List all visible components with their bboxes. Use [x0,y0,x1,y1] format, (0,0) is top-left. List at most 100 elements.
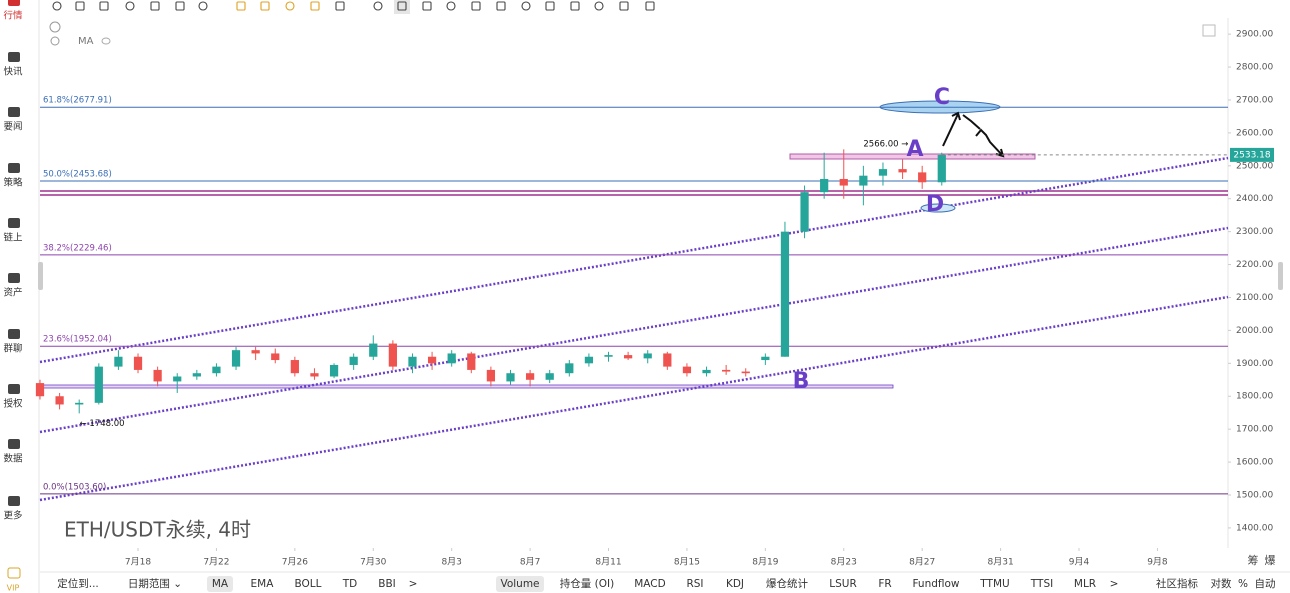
resistance-box [789,153,1036,160]
fib-label: 61.8%(2677.91) [43,96,112,106]
sidebar-label[interactable]: 更多 [3,510,22,522]
toolbar-item[interactable]: Volume [500,578,539,590]
sidebar-icon[interactable] [8,107,20,117]
axis-corner[interactable]: 筹 [1248,553,1259,567]
candle-body [173,376,182,382]
toolbar-item[interactable]: 对数 [1211,577,1233,590]
tool-icon[interactable] [335,1,345,11]
candle-body [369,343,378,357]
collapse-icon[interactable] [49,21,61,33]
sidebar-icon[interactable] [8,329,20,339]
sidebar-label[interactable]: 群聊 [3,343,22,355]
tool-icon[interactable] [52,1,62,11]
sidebar-icon[interactable] [8,52,20,62]
sidebar-label[interactable]: 链上 [3,232,23,244]
toolbar-item[interactable]: KDJ [726,578,744,590]
tool-icon[interactable] [260,1,270,11]
toolbar-item[interactable]: TD [342,578,358,590]
toolbar-item[interactable]: 社区指标 [1156,577,1198,590]
toolbar-item[interactable]: LSUR [829,578,857,590]
target-ellipse [920,203,956,213]
toolbar-item[interactable]: TTSI [1030,578,1053,590]
toolbar-item[interactable]: BOLL [295,578,322,590]
sidebar-label[interactable]: 行情 [3,10,23,22]
tool-icon[interactable] [619,1,629,11]
toolbar-item[interactable]: MACD [634,578,665,590]
toolbar-item[interactable]: % [1238,578,1248,590]
tool-icon[interactable] [446,1,456,11]
toolbar-item[interactable]: 定位到... [57,577,99,590]
channel-line [39,156,1229,364]
tool-icon[interactable] [496,1,506,11]
annotation-letter: A [906,137,923,162]
toolbar-item[interactable]: MLR [1074,578,1096,590]
toolbar-item[interactable]: Fundflow [912,578,959,590]
tool-icon[interactable] [99,1,109,11]
candle-body [702,369,711,374]
tool-icon[interactable] [397,1,407,11]
tool-icon[interactable] [125,1,135,11]
sidebar-label[interactable]: VIP [7,584,20,593]
collapse-handle[interactable] [38,262,43,290]
tool-icon[interactable] [422,1,432,11]
tool-icon[interactable] [285,1,295,11]
candle-body [761,356,770,361]
sidebar-icon[interactable] [8,496,20,506]
sidebar-icon[interactable] [8,163,20,173]
sidebar-label[interactable]: 策略 [3,177,23,189]
fullscreen-icon[interactable] [1202,24,1216,37]
toolbar-item[interactable]: RSI [686,578,703,590]
sidebar-label[interactable]: 资产 [3,287,22,299]
candle-body [251,350,260,354]
x-tick-label: 7月18 [125,557,151,568]
tool-icon[interactable] [570,1,580,11]
toolbar-item[interactable]: FR [878,578,891,590]
candle-body [467,353,476,370]
toolbar-item[interactable]: MA [212,578,229,590]
toolbar-item[interactable]: 持仓量 (OI) [560,577,614,590]
sidebar-icon[interactable] [8,218,20,228]
candle-body [486,369,496,382]
tool-icon[interactable] [310,1,320,11]
sidebar-icon[interactable] [8,0,20,6]
x-tick-label: 8月3 [441,557,461,568]
sidebar-label[interactable]: 要闻 [3,122,22,133]
tool-icon[interactable] [236,1,246,11]
candle-body [192,373,201,377]
collapse-handle[interactable] [1278,262,1283,290]
tool-icon[interactable] [545,1,555,11]
toolbar-item[interactable]: 自动 [1255,577,1276,590]
sidebar-label[interactable]: 授权 [3,398,23,410]
toolbar-item[interactable]: 日期范围 ⌄ [128,577,182,590]
tool-icon[interactable] [521,1,531,11]
tool-icon[interactable] [75,1,85,11]
fib-label: 38.2%(2229.46) [43,243,112,253]
sidebar-icon[interactable] [7,567,21,579]
candle-body [780,231,790,357]
sidebar-label[interactable]: 快讯 [3,66,23,78]
sidebar-icon[interactable] [8,384,20,394]
indicator-label: MA [78,36,94,47]
tool-icon[interactable] [594,1,604,11]
toolbar-item[interactable]: 爆仓统计 [766,577,808,590]
tool-icon[interactable] [645,1,655,11]
tool-icon[interactable] [198,1,208,11]
sidebar-icon[interactable] [8,273,20,283]
eye-icon[interactable] [101,37,111,45]
candle-body [114,356,123,367]
toolbar-item[interactable]: EMA [251,578,275,590]
sidebar-label[interactable]: 数据 [3,453,23,465]
tool-icon[interactable] [471,1,481,11]
tool-icon[interactable] [150,1,160,11]
annotation-letter: D [926,192,944,217]
toolbar-item[interactable]: > [409,578,418,590]
y-tick-label: 1700.00 [1236,425,1273,435]
tool-icon[interactable] [373,1,383,11]
sidebar-icon[interactable] [8,439,20,449]
lock-icon[interactable] [50,36,60,46]
axis-corner[interactable]: 爆 [1265,553,1276,567]
toolbar-item[interactable]: TTMU [979,578,1009,590]
toolbar-item[interactable]: > [1110,578,1119,590]
toolbar-item[interactable]: BBI [378,578,396,590]
tool-icon[interactable] [175,1,185,11]
